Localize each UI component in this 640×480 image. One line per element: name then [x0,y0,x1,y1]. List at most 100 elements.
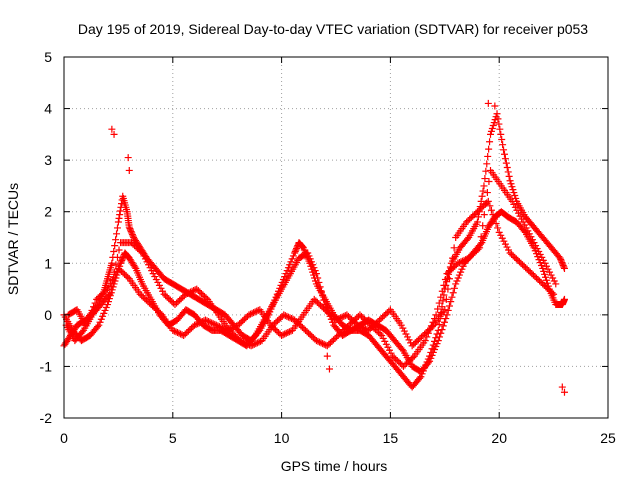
data-point [434,305,442,313]
data-point [157,284,165,292]
data-point [355,322,363,330]
data-point [320,304,328,312]
data-point [360,324,368,332]
data-point [239,338,247,346]
data-point [244,340,252,348]
x-tick-labels: 0 5 10 15 20 25 [60,430,616,446]
data-point [270,320,278,328]
data-point [437,293,445,301]
data-point [406,357,414,365]
data-point [250,340,258,348]
data-point [459,257,467,265]
data-point [318,303,326,311]
data-point [489,211,497,219]
data-point [109,275,117,283]
y-tick-labels: -2 -1 0 1 2 3 4 5 [40,49,53,426]
data-point [351,315,359,323]
data-point [540,281,548,289]
data-point [95,321,103,329]
data-point [539,264,547,272]
data-point [154,278,162,286]
data-point [533,274,541,282]
data-point [195,319,203,327]
data-point [302,326,310,334]
data-point [209,320,217,328]
data-point [178,331,186,339]
data-point [143,258,151,266]
data-point [462,256,470,264]
data-point [182,290,190,298]
data-point [511,253,519,261]
data-point [149,270,157,278]
data-point [560,388,568,396]
data-point [499,141,507,149]
data-point [159,287,167,295]
data-point [446,267,454,275]
data-point [311,267,319,275]
data-point [495,120,503,128]
data-point [344,323,352,331]
data-point [107,279,115,287]
data-point [254,306,262,314]
data-point [305,252,313,260]
data-point [539,256,547,264]
data-point [128,229,136,237]
data-point [337,329,345,337]
data-point [307,258,315,266]
data-point [333,333,341,341]
data-point [90,303,98,311]
data-point [358,323,366,331]
data-point [484,152,492,160]
data-point [455,259,463,267]
data-point [543,284,551,292]
data-point [538,253,546,261]
data-point [541,259,549,267]
data-point [186,326,194,334]
data-point [323,342,331,350]
data-point [208,319,216,327]
data-point [419,331,427,339]
data-point [364,318,372,326]
data-point [540,267,548,275]
data-point [324,309,332,317]
data-point [514,256,522,264]
data-point [152,305,160,313]
data-point [310,295,318,303]
data-point [232,332,240,340]
data-point [378,331,386,339]
data-point [177,295,185,303]
data-point [315,278,323,286]
data-point [382,340,390,348]
data-point [319,340,327,348]
data-point [288,255,296,263]
data-point [550,277,558,285]
data-point [110,130,118,138]
data-point [484,99,492,107]
data-point [91,299,99,307]
data-point [365,326,373,334]
data-point [256,337,264,345]
data-point [481,200,489,208]
data-point [508,197,516,205]
data-point [438,326,446,334]
data-point [497,231,505,239]
data-point [114,218,122,226]
data-point [507,180,515,188]
data-point [478,192,486,200]
data-point [277,314,285,322]
x-axis-label: GPS time / hours [281,458,388,474]
data-point [125,166,133,174]
data-point [396,359,404,367]
data-point [197,289,205,297]
data-point [131,242,139,250]
data-point [447,298,455,306]
data-point [97,315,105,323]
data-point [409,354,417,362]
data-point [314,337,322,345]
data-point [305,329,313,337]
data-point [316,338,324,346]
data-point [175,329,183,337]
data-point [512,194,520,202]
data-point [147,301,155,309]
data-point [321,306,329,314]
